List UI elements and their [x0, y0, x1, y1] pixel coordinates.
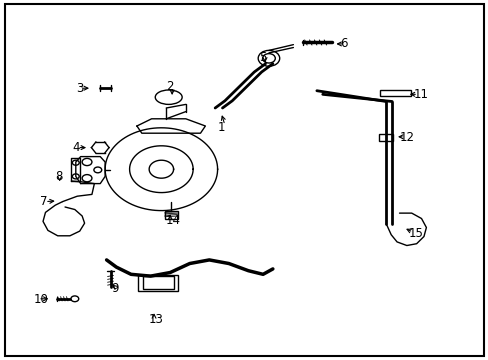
- Text: 11: 11: [412, 88, 427, 101]
- Bar: [380, 90, 410, 96]
- Text: 1: 1: [217, 121, 224, 134]
- Text: 8: 8: [55, 170, 62, 183]
- Text: 2: 2: [166, 80, 173, 93]
- Text: 9: 9: [111, 282, 119, 295]
- Text: 12: 12: [399, 131, 414, 144]
- Text: 15: 15: [407, 227, 422, 240]
- Bar: [379, 134, 392, 141]
- Bar: [164, 211, 177, 219]
- Bar: [138, 275, 178, 291]
- Text: 5: 5: [259, 51, 266, 64]
- Text: 4: 4: [72, 141, 80, 154]
- Text: 7: 7: [40, 195, 47, 208]
- Text: 13: 13: [149, 313, 163, 326]
- Text: 10: 10: [33, 293, 48, 306]
- Bar: [143, 276, 173, 289]
- Text: 6: 6: [339, 37, 346, 50]
- Text: 14: 14: [165, 214, 180, 227]
- Text: 3: 3: [76, 82, 83, 95]
